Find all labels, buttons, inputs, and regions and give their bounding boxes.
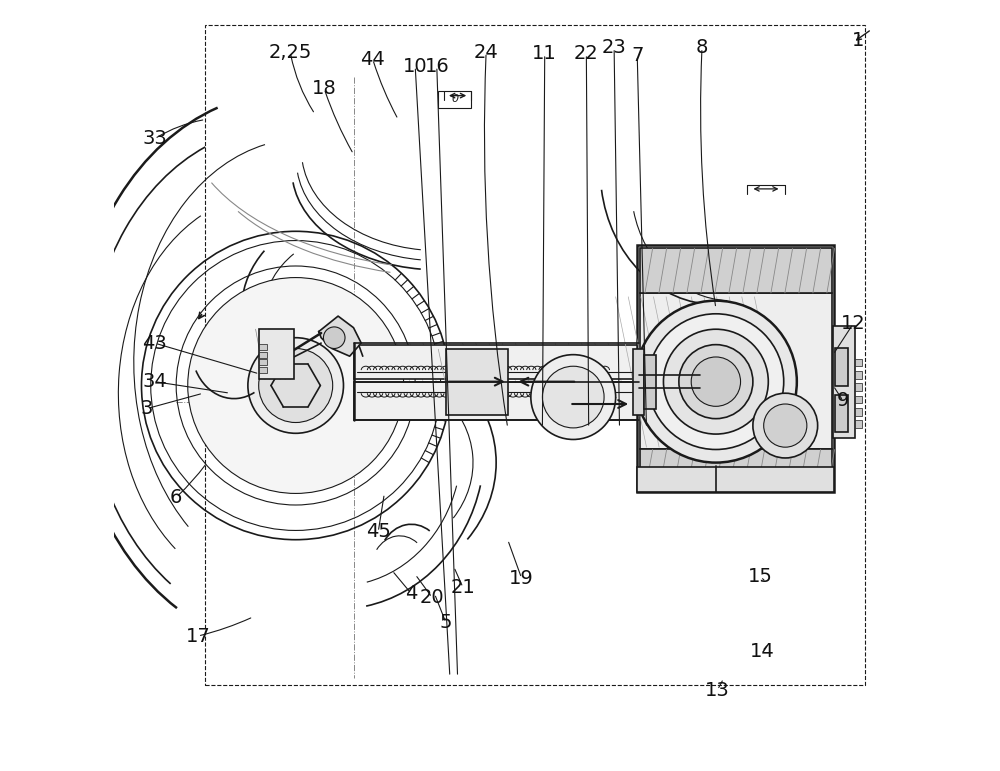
Circle shape	[323, 327, 345, 348]
Bar	[640, 293, 832, 449]
Text: 7: 7	[631, 46, 643, 65]
Text: 19: 19	[509, 569, 534, 588]
Text: 10: 10	[403, 57, 428, 76]
Text: 33: 33	[142, 130, 167, 148]
Bar	[446, 349, 508, 415]
Circle shape	[648, 314, 784, 449]
Circle shape	[635, 301, 797, 463]
Bar	[637, 245, 834, 492]
Text: 9: 9	[837, 392, 849, 410]
Circle shape	[753, 393, 818, 458]
Bar	[855, 383, 862, 391]
Circle shape	[663, 329, 768, 434]
Bar	[259, 359, 267, 365]
Text: 23: 23	[602, 39, 626, 57]
Text: 22: 22	[574, 45, 599, 63]
Text: 16: 16	[424, 57, 449, 76]
Bar	[855, 408, 862, 416]
Text: 11: 11	[532, 45, 557, 63]
Text: 34: 34	[142, 372, 167, 391]
Bar	[855, 396, 862, 403]
Circle shape	[764, 404, 807, 447]
Text: 12: 12	[841, 315, 865, 333]
Bar	[354, 345, 639, 379]
Bar	[259, 352, 267, 358]
Bar	[354, 382, 639, 420]
Text: 44: 44	[360, 50, 385, 69]
Text: 18: 18	[312, 79, 337, 98]
Bar	[833, 326, 855, 438]
Circle shape	[248, 338, 343, 433]
Bar	[640, 449, 832, 492]
Text: 14: 14	[750, 642, 775, 661]
Bar	[259, 344, 267, 350]
Text: 8: 8	[696, 39, 708, 57]
Bar	[835, 395, 848, 432]
Bar	[644, 355, 656, 409]
Text: 6: 6	[170, 488, 182, 507]
Bar	[835, 348, 848, 386]
Polygon shape	[319, 316, 361, 356]
Text: 15: 15	[748, 567, 773, 586]
Bar	[438, 91, 471, 108]
Text: 5: 5	[440, 614, 452, 632]
Bar	[205, 25, 865, 685]
Text: 3: 3	[141, 399, 153, 418]
Circle shape	[531, 355, 616, 439]
Text: 13: 13	[705, 681, 730, 699]
Text: 0: 0	[451, 95, 458, 104]
Bar	[640, 248, 832, 293]
Bar	[633, 349, 644, 415]
Text: 17: 17	[185, 627, 210, 645]
Circle shape	[259, 348, 333, 423]
Text: 1: 1	[852, 31, 865, 49]
Text: 21: 21	[451, 578, 475, 597]
Bar	[855, 420, 862, 428]
Circle shape	[691, 357, 741, 406]
Text: 20: 20	[420, 588, 444, 607]
Text: 24: 24	[474, 43, 498, 62]
Bar	[259, 367, 267, 373]
Bar	[855, 371, 862, 379]
Circle shape	[542, 366, 604, 428]
Text: 4: 4	[405, 584, 418, 603]
Text: 45: 45	[366, 523, 391, 541]
Bar	[259, 329, 294, 379]
Text: 2,25: 2,25	[269, 43, 312, 62]
Circle shape	[188, 278, 404, 493]
Text: 43: 43	[142, 334, 167, 352]
Bar	[637, 467, 834, 492]
Circle shape	[679, 345, 753, 419]
Bar	[855, 359, 862, 366]
